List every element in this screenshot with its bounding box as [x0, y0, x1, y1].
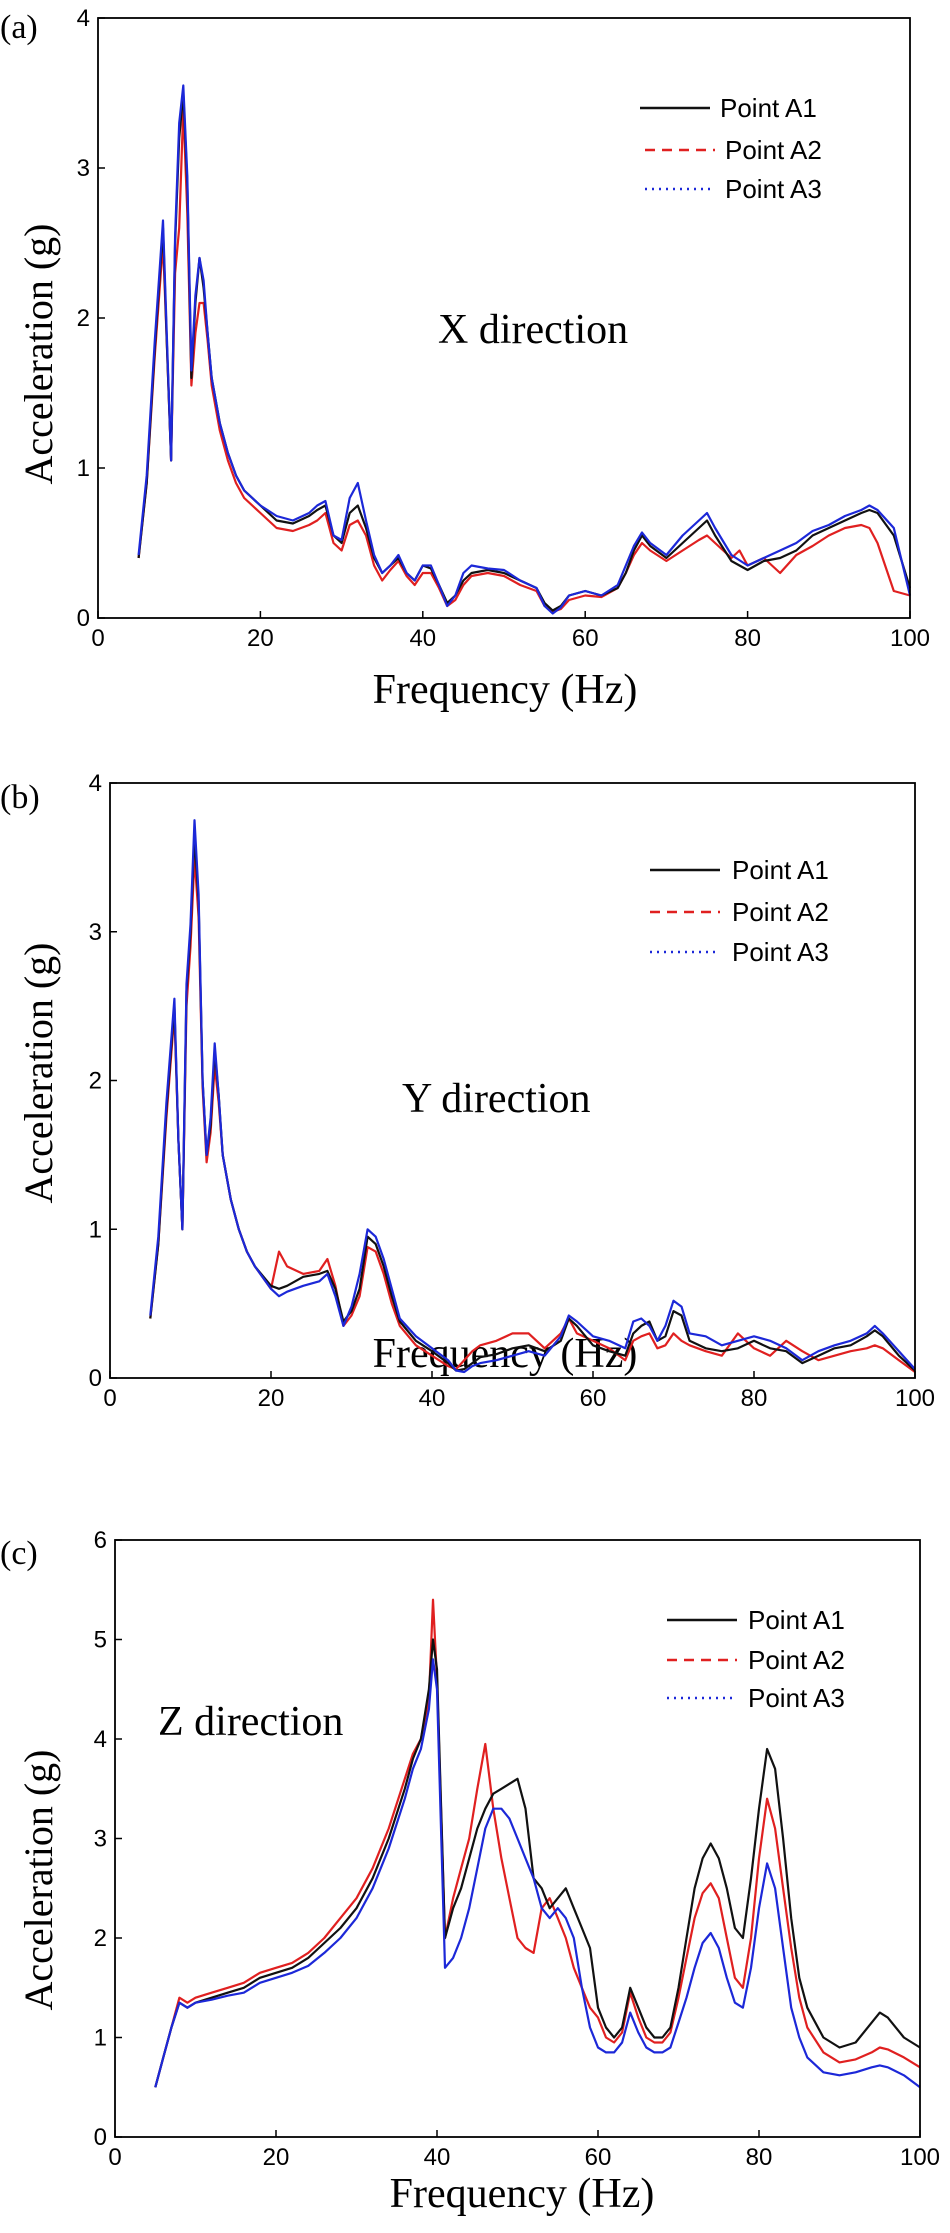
legend: Point A1 Point A2 Point A3	[667, 1605, 845, 1713]
x-tick-label: 80	[741, 1385, 768, 1412]
x-tick-label: 20	[247, 625, 274, 652]
x-tick-label: 100	[895, 1385, 935, 1412]
legend-label-a1: Point A1	[732, 855, 829, 885]
x-tick-label: 100	[900, 2144, 940, 2171]
x-tick-label: 40	[419, 1385, 446, 1412]
legend-label-a3: Point A3	[732, 937, 829, 967]
series-line-point-a3	[154, 1658, 921, 2089]
panel-label: (b)	[0, 779, 40, 816]
legend-label-a2: Point A2	[725, 135, 822, 165]
series-line-point-a3	[149, 819, 916, 1374]
panel-c: (c) Z direction Frequency (Hz) Accelerat…	[0, 1527, 940, 2217]
direction-label: Y direction	[402, 1076, 591, 1122]
x-tick-label: 80	[746, 2144, 773, 2171]
y-tick-label: 4	[77, 5, 90, 32]
y-tick-label: 4	[94, 1726, 107, 1753]
x-tick-label: 40	[424, 2144, 451, 2171]
series-group	[137, 84, 912, 615]
x-tick-label: 40	[409, 625, 436, 652]
y-tick-label: 3	[77, 155, 90, 182]
x-tick-label: 60	[585, 2144, 612, 2171]
x-tick-label: 20	[258, 1385, 285, 1412]
y-tick-label: 0	[77, 605, 90, 632]
direction-label: X direction	[438, 307, 628, 353]
panel-label: (a)	[0, 9, 38, 46]
series-line-point-a1	[154, 1638, 921, 2088]
series-line-point-a3	[137, 84, 912, 615]
y-axis-label: Acceleration (g)	[16, 224, 61, 485]
y-tick-label: 3	[89, 919, 102, 946]
legend-label-a3: Point A3	[748, 1683, 845, 1713]
x-tick-label: 20	[263, 2144, 290, 2171]
x-tick-label: 0	[91, 625, 104, 652]
legend-label-a2: Point A2	[748, 1645, 845, 1675]
x-tick-label: 80	[734, 625, 761, 652]
y-axis-label: Acceleration (g)	[16, 1750, 61, 2011]
y-axis-label: Acceleration (g)	[16, 943, 61, 1204]
panel-a: (a) X direction Frequency (Hz) Accelerat…	[0, 5, 930, 713]
x-tick-label: 60	[580, 1385, 607, 1412]
y-tick-label: 0	[89, 1365, 102, 1392]
x-axis-label: Frequency (Hz)	[373, 667, 638, 713]
y-tick-label: 1	[89, 1216, 102, 1243]
y-tick-label: 2	[77, 305, 90, 332]
x-axis-label: Frequency (Hz)	[373, 1331, 638, 1377]
series-group	[149, 819, 916, 1374]
y-tick-label: 1	[94, 2025, 107, 2052]
legend-label-a2: Point A2	[732, 897, 829, 927]
y-tick-label: 5	[94, 1627, 107, 1654]
y-tick-label: 4	[89, 770, 102, 797]
series-line-point-a2	[154, 1598, 921, 2088]
y-tick-label: 1	[77, 455, 90, 482]
x-tick-label: 0	[103, 1385, 116, 1412]
y-tick-label: 2	[89, 1068, 102, 1095]
y-tick-label: 2	[94, 1925, 107, 1952]
x-tick-label: 60	[572, 625, 599, 652]
y-tick-label: 6	[94, 1527, 107, 1554]
legend-label-a3: Point A3	[725, 174, 822, 204]
panel-b: (b) Y direction Frequency (Hz) Accelerat…	[0, 770, 935, 1412]
legend: Point A1 Point A2 Point A3	[650, 855, 829, 967]
x-tick-label: 0	[108, 2144, 121, 2171]
x-tick-label: 100	[890, 625, 930, 652]
legend: Point A1 Point A2 Point A3	[640, 93, 822, 204]
legend-label-a1: Point A1	[720, 93, 817, 123]
y-tick-label: 0	[94, 2124, 107, 2151]
x-axis-label: Frequency (Hz)	[390, 2171, 655, 2217]
panel-label: (c)	[0, 1535, 38, 1572]
series-group	[154, 1598, 921, 2089]
direction-label: Z direction	[158, 1699, 343, 1745]
legend-label-a1: Point A1	[748, 1605, 845, 1635]
y-tick-label: 3	[94, 1826, 107, 1853]
